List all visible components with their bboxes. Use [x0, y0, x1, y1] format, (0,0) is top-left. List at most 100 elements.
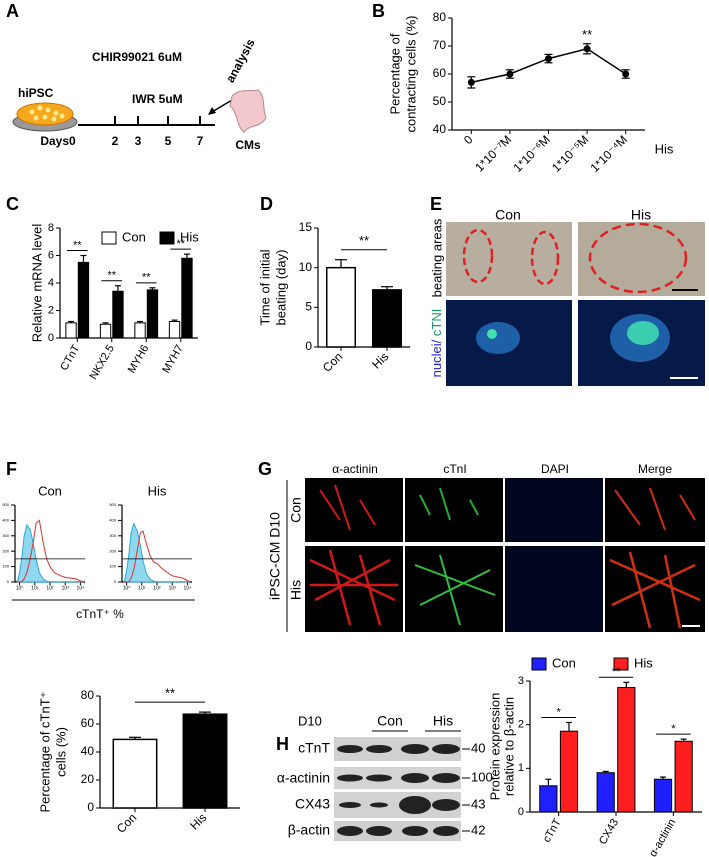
bar	[596, 772, 615, 813]
panel-label: E	[430, 194, 442, 214]
bar	[182, 713, 228, 809]
x-tick-label: 10¹	[31, 585, 39, 591]
stain	[614, 487, 696, 531]
legend-label: Con	[122, 229, 146, 244]
beating-area	[588, 222, 688, 294]
western-blot: D10 Con His cTnT α-actinin CX43 β-actin …	[277, 713, 493, 841]
bar	[77, 261, 90, 339]
stain	[487, 329, 497, 339]
panel-label: G	[258, 459, 272, 479]
size-label: 100	[471, 769, 493, 784]
colony	[16, 102, 74, 126]
y-tick-label: 70	[433, 38, 447, 52]
y-tick-label: 500	[109, 502, 116, 507]
y-axis-label: relative to β-actin	[501, 697, 516, 796]
area	[123, 522, 191, 583]
stain	[419, 487, 479, 521]
y-axis-label: Relative mRNA level	[29, 224, 44, 343]
row-label: nuclei/ cTNI	[429, 309, 444, 378]
y-tick-label: 400	[109, 517, 116, 522]
y-tick-label: 0	[87, 800, 94, 814]
y-tick-label: 500	[2, 502, 9, 507]
y-tick-label: 60	[433, 66, 447, 80]
analysis-label: analysis	[223, 36, 258, 85]
chart-title: His	[148, 483, 167, 498]
immunostaining: α-actinin cTnI DAPI Merge iPSC-CM D10 Co…	[267, 462, 705, 632]
x-tick-label: α-actinin	[647, 817, 678, 857]
y-tick-label: 1	[518, 762, 524, 774]
point	[545, 55, 552, 63]
y-tick-label: 100	[109, 564, 116, 569]
area	[16, 523, 84, 583]
x-tick-label: 10²	[46, 585, 54, 591]
size-label: 40	[471, 740, 485, 755]
column-label: His	[631, 207, 651, 223]
row-label: His	[288, 580, 304, 600]
column-label: cTnI	[443, 462, 466, 476]
image	[305, 546, 403, 632]
y-tick-label: 10	[299, 260, 313, 274]
point	[622, 70, 630, 78]
day-label: 5	[165, 134, 172, 148]
bar	[653, 778, 673, 813]
stain	[627, 321, 659, 345]
y-axis-label: contracting cells (%)	[403, 15, 418, 132]
line	[17, 519, 84, 583]
x-tick-label: 1*10⁻⁵M	[549, 132, 591, 174]
y-axis-label: Time of initial	[257, 249, 272, 325]
start-label: hiPSC	[18, 86, 54, 100]
micrographs: Con His beating areas nuclei/ cTNI	[429, 207, 705, 386]
stain	[319, 484, 376, 531]
day-label: 7	[197, 134, 204, 148]
beating-area	[530, 230, 560, 286]
significance: **	[612, 666, 621, 678]
y-tick-label: 20	[81, 772, 95, 786]
group-label: Con	[377, 713, 403, 729]
day-label: D10	[298, 713, 322, 728]
legend-label: Con	[552, 655, 576, 670]
image	[405, 478, 503, 542]
y-tick-label: 80	[81, 688, 95, 702]
size-label: 43	[471, 796, 485, 811]
bar	[112, 738, 158, 809]
blot-row	[334, 821, 461, 841]
treatment-label: CHIR99021 6uM	[92, 50, 182, 64]
x-tick-label: 10⁰	[16, 585, 24, 591]
column-label: Con	[495, 207, 521, 223]
x-tick-label: cTnT	[541, 817, 564, 845]
day-label: 2	[112, 134, 119, 148]
blot-row	[334, 767, 461, 789]
row-label: Con	[288, 497, 304, 523]
y-tick-label: 0	[7, 579, 10, 584]
flow-xlabel: cTnT⁺ %	[76, 607, 124, 621]
legend-swatch	[531, 657, 547, 671]
y-tick-label: 6	[48, 249, 54, 261]
y-tick-label: 300	[109, 533, 116, 538]
y-tick-label: 3	[518, 675, 524, 687]
beating-area	[462, 228, 494, 284]
bands	[337, 744, 460, 836]
y-tick-label: 40	[433, 122, 447, 136]
image	[505, 478, 603, 542]
legend-label: His	[180, 229, 199, 244]
significance: **	[582, 27, 592, 42]
bar	[371, 289, 403, 348]
image	[605, 546, 705, 632]
x-axis-label: His	[655, 141, 674, 156]
point	[506, 70, 514, 78]
stain	[609, 551, 701, 629]
group-label: His	[433, 713, 453, 729]
x-tick-label: 10⁴	[184, 585, 192, 591]
significance: **	[142, 272, 151, 284]
chart-title: Con	[38, 483, 62, 498]
significance: *	[671, 723, 676, 735]
line	[124, 530, 191, 583]
legend-swatch	[159, 231, 175, 245]
bar	[181, 257, 193, 339]
x-tick-label: 1*10⁻⁶M	[510, 132, 552, 174]
y-tick-label: 4	[48, 277, 54, 289]
y-tick-label: 0	[305, 339, 312, 353]
y-axis-label: Protein expression	[487, 693, 502, 801]
significance: **	[73, 239, 82, 251]
